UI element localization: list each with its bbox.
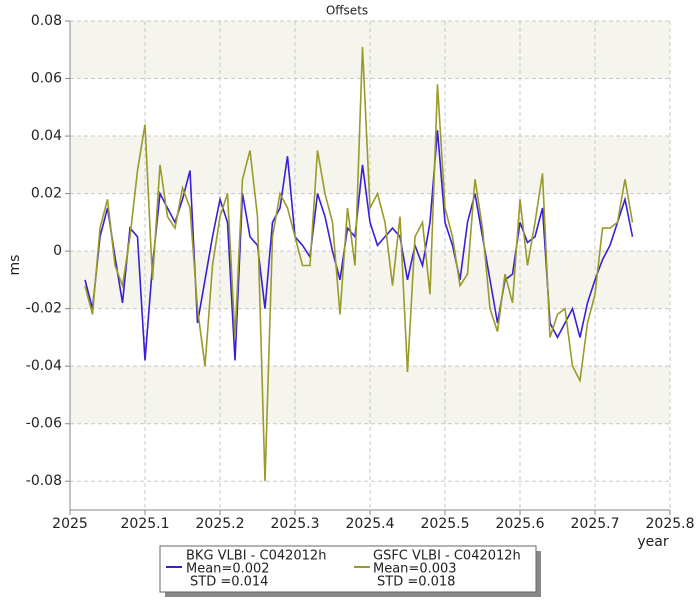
- y-tick-label: 0.08: [31, 13, 62, 29]
- y-tick-label: 0: [53, 243, 62, 259]
- x-tick-label: 2025.2: [196, 516, 245, 532]
- legend-mean: Mean=0.002: [186, 562, 270, 577]
- y-tick-label: -0.08: [26, 473, 62, 489]
- legend-std: STD =0.018: [377, 575, 455, 590]
- chart-title: Offsets: [326, 4, 368, 18]
- y-tick-label: -0.04: [26, 358, 62, 374]
- x-tick-label: 2025.4: [346, 516, 395, 532]
- axes: -0.08 -0.06 -0.04 -0.02 0 0.02 0.04 0.06 0.08 202…: [26, 13, 695, 532]
- x-tick-label: 2025: [52, 516, 88, 532]
- legend-label: BKG VLBI - C042012h: [186, 549, 326, 564]
- y-tick-label: 0.04: [31, 128, 62, 144]
- y-tick-label: 0.02: [31, 186, 62, 202]
- x-axis-label: year: [637, 534, 668, 550]
- legend-std: STD =0.014: [190, 575, 268, 590]
- legend-box: [159, 545, 537, 593]
- y-axis-label: ms: [7, 255, 23, 276]
- legend: BKG VLBI - C042012h Mean=0.002 STD =0.01…: [159, 545, 541, 597]
- y-tick-label: 0.06: [31, 71, 62, 87]
- x-tick-label: 2025.5: [421, 516, 470, 532]
- lines: [84, 46, 634, 482]
- x-tick-label: 2025.1: [121, 516, 170, 532]
- x-tick-label: 2025.7: [571, 516, 620, 532]
- y-tick-label: -0.06: [26, 416, 62, 432]
- y-tick-label: -0.02: [26, 301, 62, 317]
- legend-label: GSFC VLBI - C042012h: [373, 549, 521, 564]
- x-tick-label: 2025.3: [271, 516, 320, 532]
- legend-mean: Mean=0.003: [373, 562, 457, 577]
- x-tick-label: 2025.6: [496, 516, 545, 532]
- x-tick-label: 2025.8: [646, 516, 695, 532]
- series-line: [84, 46, 634, 482]
